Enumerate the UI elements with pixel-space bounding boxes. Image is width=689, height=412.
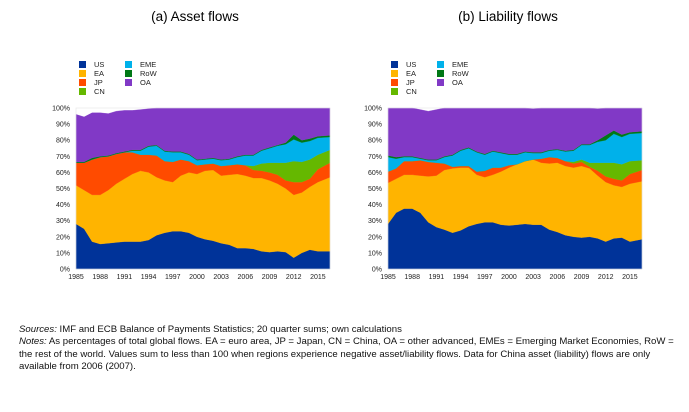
x-tick-label: 1985	[68, 274, 84, 281]
legend-item-ea: EA	[391, 69, 416, 78]
legend-label: EA	[406, 69, 417, 78]
legend-label: EME	[140, 60, 157, 69]
x-tick-label: 1997	[477, 274, 493, 281]
x-tick-label: 2015	[310, 274, 326, 281]
asset-flows-chart: 0% 10% 20% 30% 40% 50% 60% 70% 80% 90% 100% 1985 198…	[52, 106, 331, 281]
legend-item-ea: EA	[79, 69, 104, 78]
legend-swatch	[79, 87, 86, 95]
x-tick-label: 1991	[429, 274, 445, 281]
y-tick-label: 20%	[56, 234, 70, 241]
x-tick-label: 1994	[141, 274, 157, 281]
legend-item-eme: EME	[437, 60, 468, 69]
x-tick-label: 2012	[286, 274, 302, 281]
legend-item-cn: CN	[391, 87, 417, 96]
y-tick-label: 30%	[368, 218, 382, 225]
y-tick-label: 90%	[368, 122, 382, 129]
y-tick-label: 100%	[364, 106, 382, 113]
legend-item-eme: EME	[125, 60, 156, 69]
legend-label: EA	[94, 69, 105, 78]
x-tick-label: 2006	[550, 274, 566, 281]
y-tick-label: 70%	[56, 154, 70, 161]
legend-label: US	[94, 60, 105, 69]
x-tick-label: 1991	[117, 274, 133, 281]
liability-flows-chart: 0% 10% 20% 30% 40% 50% 60% 70% 80% 90% 100% 1985 198…	[364, 106, 643, 281]
notes-label: Notes:	[19, 336, 47, 348]
y-tick-label: 60%	[56, 170, 70, 177]
legend-label: CN	[94, 87, 105, 96]
y-tick-label: 40%	[56, 202, 70, 209]
x-tick-label: 2009	[262, 274, 278, 281]
sources-text: IMF and ECB Balance of Payments Statisti…	[56, 324, 402, 335]
y-tick-label: 90%	[56, 122, 70, 129]
legend-swatch	[391, 78, 398, 86]
x-tick-label: 1994	[453, 274, 469, 281]
y-tick-label: 0%	[60, 267, 70, 274]
legend-label: JP	[406, 78, 415, 87]
plot-frame	[75, 107, 331, 270]
legend-item-cn: CN	[79, 87, 105, 96]
x-tick-label: 2000	[501, 274, 517, 281]
y-tick-label: 60%	[368, 170, 382, 177]
legend-item-oa: OA	[125, 78, 151, 87]
legend-swatch	[391, 60, 398, 68]
x-tick-label: 2000	[189, 274, 205, 281]
figure-notes: Sources: IMF and ECB Balance of Payments…	[19, 324, 679, 374]
legend-item-row: RoW	[125, 69, 157, 78]
legend-item-jp: JP	[79, 78, 103, 87]
legend-label: US	[406, 60, 417, 69]
y-tick-label: 30%	[56, 218, 70, 225]
legend-item-us: US	[79, 60, 104, 69]
legend-swatch	[125, 60, 132, 68]
legend-swatch	[437, 69, 444, 77]
legend-swatch	[125, 78, 132, 86]
x-tick-label: 2012	[598, 274, 614, 281]
legend-label: CN	[406, 87, 417, 96]
legend-label: RoW	[140, 69, 157, 78]
legend-swatch	[437, 60, 444, 68]
y-tick-label: 10%	[368, 250, 382, 257]
legend-item-oa: OA	[437, 78, 463, 87]
legend-item-jp: JP	[391, 78, 415, 87]
legend-item-us: US	[391, 60, 416, 69]
legend-label: JP	[94, 78, 103, 87]
y-tick-label: 0%	[372, 267, 382, 274]
legend-label: EME	[452, 60, 469, 69]
x-tick-label: 2015	[622, 274, 638, 281]
legend-swatch	[437, 78, 444, 86]
y-tick-label: 80%	[56, 138, 70, 145]
asset-flows-title: (a) Asset flows	[151, 9, 239, 24]
y-tick-label: 40%	[368, 202, 382, 209]
x-tick-label: 1988	[92, 274, 108, 281]
liability-flows-title: (b) Liability flows	[458, 9, 558, 24]
x-tick-label: 1988	[404, 274, 420, 281]
y-tick-label: 50%	[56, 186, 70, 193]
legend-swatch	[125, 69, 132, 77]
legend-swatch	[79, 60, 86, 68]
notes-text: As percentages of total global flows. EA…	[19, 336, 674, 373]
y-tick-label: 80%	[368, 138, 382, 145]
legend-label: RoW	[452, 69, 469, 78]
y-tick-label: 20%	[368, 234, 382, 241]
x-tick-label: 2003	[525, 274, 541, 281]
sources-line: Sources: IMF and ECB Balance of Payments…	[19, 324, 679, 336]
legend-label: OA	[452, 78, 463, 87]
legend-swatch	[79, 69, 86, 77]
legend-label: OA	[140, 78, 151, 87]
x-tick-label: 2006	[238, 274, 254, 281]
legend-swatch	[391, 69, 398, 77]
y-tick-label: 50%	[368, 186, 382, 193]
x-tick-label: 1997	[165, 274, 181, 281]
y-tick-label: 100%	[52, 106, 70, 113]
plot-frame	[387, 107, 643, 270]
notes-paragraph: Notes: As percentages of total global fl…	[19, 336, 679, 373]
y-tick-label: 10%	[56, 250, 70, 257]
sources-label: Sources:	[19, 324, 57, 335]
legend-item-row: RoW	[437, 69, 469, 78]
legend-swatch	[79, 78, 86, 86]
y-tick-label: 70%	[368, 154, 382, 161]
x-tick-label: 2009	[574, 274, 590, 281]
x-tick-label: 2003	[213, 274, 229, 281]
x-tick-label: 1985	[380, 274, 396, 281]
legend-swatch	[391, 87, 398, 95]
